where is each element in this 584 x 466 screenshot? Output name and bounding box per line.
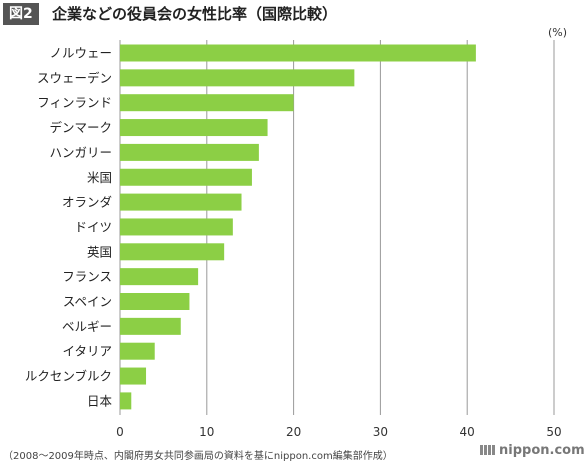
category-label: 米国 <box>87 170 112 185</box>
category-label: ルクセンブルク <box>25 369 112 384</box>
category-label: イタリア <box>62 344 112 359</box>
bar <box>120 193 242 211</box>
bar <box>120 342 155 360</box>
x-tick-labels: 0 10 20 30 40 50 <box>116 425 561 439</box>
category-label: ベルギー <box>62 319 112 334</box>
bar <box>120 119 268 137</box>
category-label: フィンランド <box>37 95 112 110</box>
category-label: スペイン <box>63 294 112 309</box>
category-label: デンマーク <box>49 120 112 135</box>
x-tick-label: 10 <box>199 425 214 439</box>
bar <box>120 69 355 87</box>
x-tick-label: 40 <box>460 425 475 439</box>
x-tick-label: 0 <box>116 425 124 439</box>
category-label: ドイツ <box>74 219 112 234</box>
logo-mark-icon <box>480 444 496 455</box>
bar <box>120 218 233 236</box>
bar <box>120 243 225 261</box>
bar <box>120 168 252 186</box>
unit-label: (%) <box>548 26 568 39</box>
bar <box>120 268 199 286</box>
bar <box>120 317 181 335</box>
bar <box>120 94 294 112</box>
category-label: ノルウェー <box>49 46 112 61</box>
x-tick-label: 30 <box>373 425 388 439</box>
bar <box>120 367 147 385</box>
x-tick-label: 50 <box>546 425 561 439</box>
bars <box>120 44 476 410</box>
category-label: 日本 <box>87 393 113 408</box>
bar <box>120 44 476 62</box>
category-labels: ノルウェースウェーデンフィンランドデンマークハンガリー米国オランダドイツ英国フラ… <box>25 46 113 409</box>
chart-title: 企業などの役員会の女性比率（国際比較） <box>52 5 338 23</box>
source-note: （2008～2009年時点、内閣府男女共同参画局の資料を基にnippon.com… <box>3 451 393 462</box>
bar <box>120 392 132 410</box>
nippon-logo: nippon.com <box>480 443 584 461</box>
bar <box>120 143 259 161</box>
logo-text: nippon.com <box>499 443 584 458</box>
category-label: スウェーデン <box>37 70 112 85</box>
x-tick-label: 20 <box>286 425 301 439</box>
category-label: ハンガリー <box>49 145 112 160</box>
category-label: 英国 <box>87 244 112 259</box>
bar <box>120 293 190 310</box>
figure-number-badge: 図2 <box>3 3 39 25</box>
category-label: オランダ <box>62 195 112 210</box>
category-label: フランス <box>62 269 112 284</box>
